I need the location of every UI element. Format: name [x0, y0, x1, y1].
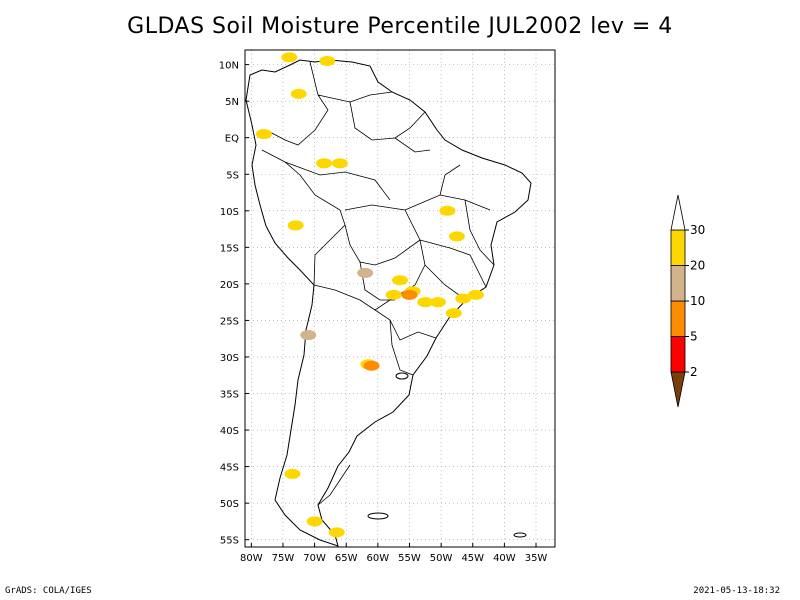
- percentile-patch: [385, 289, 402, 300]
- colorbar-segment: [670, 229, 686, 266]
- percentile-patch: [357, 267, 374, 278]
- percentile-patch: [392, 275, 408, 286]
- percentile-patch: [467, 289, 484, 300]
- percentile-patch: [281, 52, 298, 63]
- continent-outline: [245, 59, 532, 547]
- percentile-patch: [331, 158, 348, 169]
- footer-right-timestamp: 2021-05-13-18:32: [693, 586, 780, 596]
- percentile-patch: [439, 205, 456, 216]
- percentile-patch: [255, 129, 272, 140]
- lat-tick-label: 20S: [220, 280, 239, 291]
- colorbar-label: 20: [690, 259, 705, 273]
- percentile-patch: [319, 55, 336, 66]
- percentile-patch: [445, 308, 462, 319]
- lat-tick-label: 35S: [220, 390, 239, 401]
- longitude-labels: 80W 75W 70W 65W 60W 55W 50W 45W 40W 35W: [240, 543, 547, 564]
- lat-tick-label: 40S: [220, 426, 239, 437]
- colorbar: 2 5 10 20 30: [670, 194, 705, 408]
- percentile-patch: [448, 231, 465, 242]
- colorbar-label: 2: [690, 365, 698, 379]
- lat-tick-label: 5N: [225, 97, 239, 108]
- south-america-coastline: [245, 59, 532, 547]
- lat-tick-label: 55S: [220, 536, 239, 547]
- lon-tick-label: 80W: [240, 553, 263, 564]
- percentile-patch: [363, 360, 380, 371]
- colorbar-label: 30: [690, 223, 705, 237]
- lon-tick-label: 40W: [493, 553, 516, 564]
- percentile-patch: [284, 468, 301, 479]
- latitude-labels: 10N 5N EQ 5S 10S 15S 20S 25S 30S 35S 40S 45S 50S 55S: [219, 61, 249, 547]
- percentile-patch: [300, 330, 317, 341]
- percentile-patch: [328, 527, 345, 538]
- lon-tick-label: 55W: [398, 553, 421, 564]
- lon-tick-label: 35W: [525, 553, 548, 564]
- lon-tick-label: 45W: [461, 553, 484, 564]
- lat-tick-label: 45S: [220, 463, 239, 474]
- percentile-patch: [401, 289, 418, 300]
- colorbar-segment: [670, 300, 686, 337]
- percentile-patches: [255, 52, 484, 538]
- lon-tick-label: 70W: [303, 553, 326, 564]
- lon-tick-label: 75W: [272, 553, 295, 564]
- lat-tick-label: 25S: [220, 316, 239, 327]
- percentile-patch: [316, 158, 333, 169]
- lat-tick-label: 50S: [220, 499, 239, 510]
- colorbar-low-arrow: [670, 371, 686, 408]
- lon-tick-label: 65W: [335, 553, 358, 564]
- colorbar-label: 10: [690, 294, 705, 308]
- lat-tick-label: 10S: [220, 207, 239, 218]
- percentile-patch: [455, 293, 472, 304]
- lon-tick-label: 50W: [430, 553, 453, 564]
- map-title: GLDAS Soil Moisture Percentile JUL2002 l…: [127, 14, 673, 39]
- lat-tick-label: EQ: [225, 134, 239, 145]
- map-frame: [244, 49, 556, 548]
- lon-tick-label: 60W: [367, 553, 390, 564]
- lat-tick-label: 10N: [219, 61, 239, 72]
- percentile-patch: [290, 88, 307, 99]
- lat-tick-label: 5S: [226, 170, 239, 181]
- colorbar-segment: [670, 265, 686, 302]
- colorbar-high-arrow: [670, 194, 686, 231]
- country-borders: [261, 61, 495, 506]
- lat-tick-label: 15S: [220, 243, 239, 254]
- footer-left-credit: GrADS: COLA/IGES: [5, 586, 92, 596]
- colorbar-segment: [670, 336, 686, 373]
- percentile-patch: [429, 297, 446, 308]
- colorbar-label: 5: [690, 330, 698, 344]
- percentile-patch: [287, 220, 304, 231]
- percentile-patch: [306, 516, 323, 527]
- percentile-patch: [417, 297, 434, 308]
- lat-tick-label: 30S: [220, 353, 239, 364]
